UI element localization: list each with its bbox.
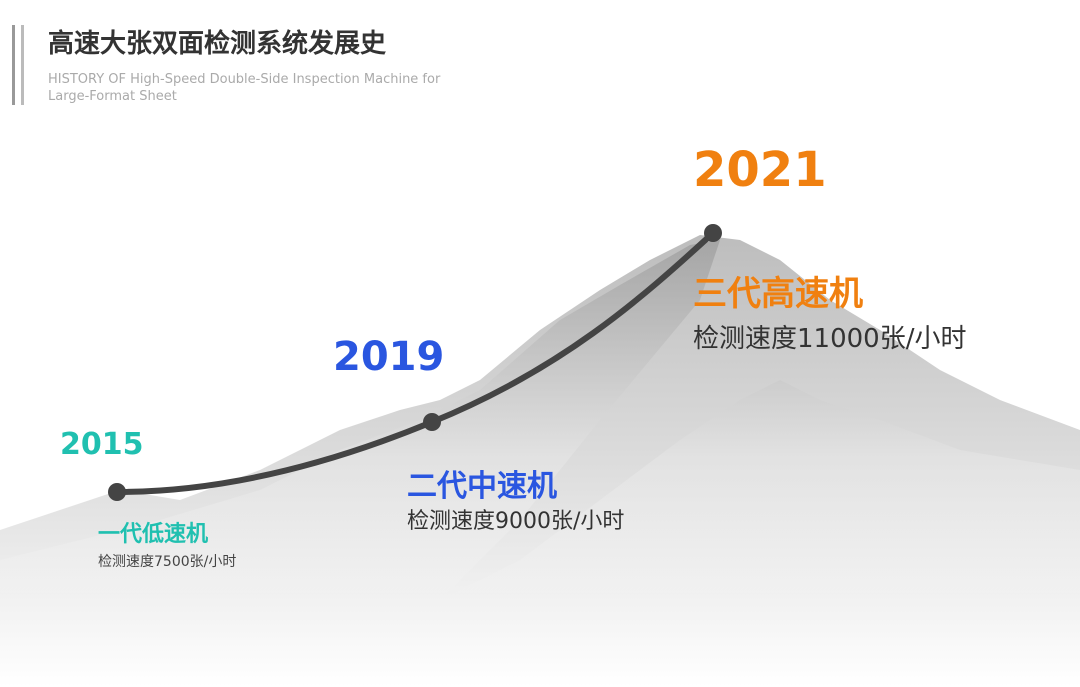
year: 2021 [693, 142, 827, 198]
machine-name: 三代高速机 [693, 274, 863, 314]
speed: 检测速度7500张/小时 [98, 554, 237, 570]
milestone-dot [108, 483, 126, 501]
year: 2019 [333, 334, 445, 380]
subtitle: HISTORY OF High-Speed Double-Side Inspec… [48, 72, 441, 104]
speed: 检测速度9000张/小时 [407, 509, 625, 534]
mountain-shadow [0, 240, 1080, 600]
speed: 检测速度11000张/小时 [693, 324, 967, 354]
machine-name: 一代低速机 [98, 522, 209, 547]
header-bar [21, 25, 24, 105]
machine-name: 二代中速机 [407, 469, 557, 504]
header-bar [12, 25, 15, 105]
title: 高速大张双面检测系统发展史 [48, 29, 387, 59]
year: 2015 [60, 427, 144, 462]
milestone-dot [704, 224, 722, 242]
milestone-dot [423, 413, 441, 431]
